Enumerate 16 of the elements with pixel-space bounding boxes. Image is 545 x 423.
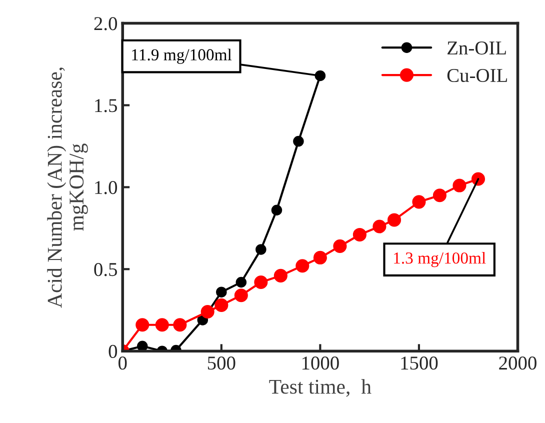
y-tick-label: 1.0 <box>95 180 118 194</box>
x-axis-title: Test time, h <box>269 379 372 397</box>
annotation: 11.9 mg/100ml <box>132 48 232 64</box>
x-tick-label: 500 <box>208 356 236 370</box>
y-tick-label: 2.0 <box>94 17 118 30</box>
x-tick-label: 0 <box>118 356 127 370</box>
x-tick-label: 2000 <box>499 356 536 370</box>
legend-label: Zn-OIL <box>448 42 506 55</box>
y-tick-label: 1.5 <box>95 99 118 112</box>
legend-label: Cu-OIL <box>447 68 507 82</box>
y-tick-label: 0 <box>108 344 118 358</box>
y-axis-title: Acid Number (AN) increase, mgKOH/g <box>47 68 88 308</box>
x-tick-label: 1500 <box>401 356 438 370</box>
x-tick-label: 1000 <box>302 356 339 370</box>
annotation: 1.3 mg/100ml <box>394 252 486 268</box>
y-tick-label: 0.5 <box>94 262 118 276</box>
